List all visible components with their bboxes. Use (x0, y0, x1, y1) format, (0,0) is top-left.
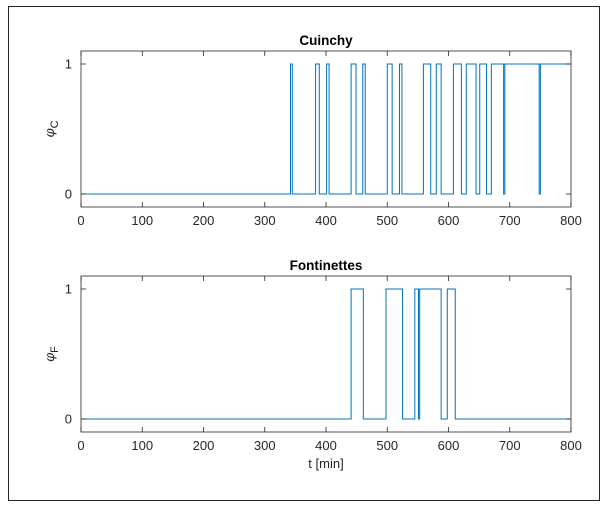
fontinettes-axes-box (80, 275, 572, 433)
cuinchy-axes-box (80, 50, 572, 208)
fontinettes-chart: 0 100 200 300 400 500 600 700 800 0 1 Fontinettes φF… (43, 258, 582, 471)
cuinchy-title: Cuinchy (299, 33, 353, 48)
cuinchy-chart: 0 100 200 300 400 500 600 700 800 0 1 Cuinchy φC (43, 33, 582, 228)
fontinettes-x-tick-label: 200 (193, 438, 215, 453)
cuinchy-x-tick-label: 600 (438, 213, 460, 228)
cuinchy-x-tick-label: 700 (499, 213, 521, 228)
fontinettes-x-tick-label: 0 (77, 438, 84, 453)
fontinettes-x-tick-label: 600 (438, 438, 460, 453)
fontinettes-y-axis-label: φF (43, 346, 61, 362)
fontinettes-x-tick-label: 700 (499, 438, 521, 453)
cuinchy-x-tick-label: 500 (376, 213, 398, 228)
fontinettes-y-tick-label: 0 (65, 412, 72, 427)
fontinettes-x-tick-label: 400 (315, 438, 337, 453)
fontinettes-x-tick-label: 300 (254, 438, 276, 453)
cuinchy-x-tick-label: 400 (315, 213, 337, 228)
cuinchy-series-line (81, 63, 571, 195)
fontinettes-x-tick-label: 500 (376, 438, 398, 453)
fontinettes-series-line (81, 288, 571, 420)
fontinettes-x-tick-label: 800 (560, 438, 582, 453)
cuinchy-x-tick-label: 0 (77, 213, 84, 228)
cuinchy-x-tick-label: 800 (560, 213, 582, 228)
fontinettes-x-tick-label: 100 (131, 438, 153, 453)
cuinchy-y-axis-label: φC (43, 120, 61, 137)
cuinchy-y-tick-label: 0 (65, 187, 72, 202)
cuinchy-x-tick-label: 300 (254, 213, 276, 228)
fontinettes-title: Fontinettes (290, 258, 363, 273)
cuinchy-y-tick-label: 1 (65, 57, 72, 72)
cuinchy-x-tick-label: 200 (193, 213, 215, 228)
fontinettes-x-axis-label: t [min] (308, 456, 343, 471)
fontinettes-y-tick-label: 1 (65, 282, 72, 297)
cuinchy-x-tick-label: 100 (131, 213, 153, 228)
